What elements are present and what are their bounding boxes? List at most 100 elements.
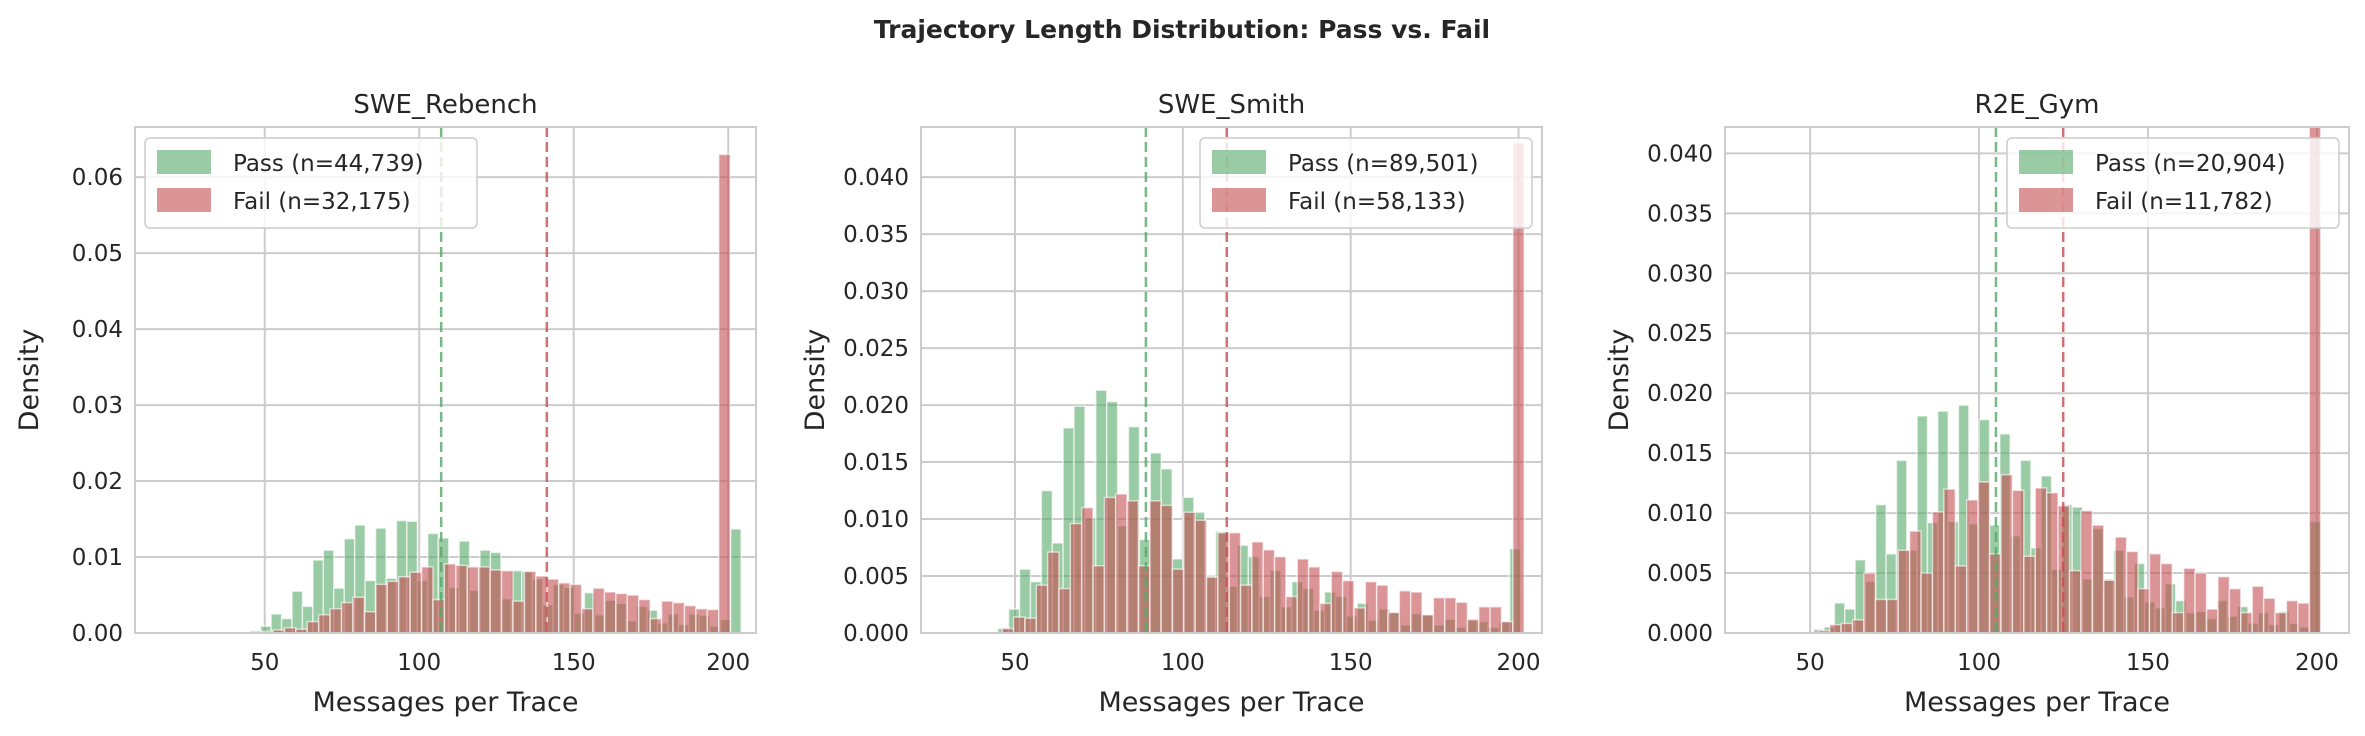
histogram-bar [2137, 587, 2151, 634]
histogram-bar [2194, 572, 2208, 634]
histogram-bar [1160, 504, 1174, 634]
histogram-bar [1069, 522, 1083, 634]
histogram-bar [1251, 541, 1264, 634]
histogram-bar [1183, 511, 1196, 634]
histogram-bar [1364, 580, 1378, 634]
histogram-bar [1194, 519, 1208, 634]
histogram-bar [291, 590, 304, 634]
legend-label: Fail (n=32,175) [233, 189, 411, 215]
histogram-bar [535, 575, 549, 634]
histogram-bar [1137, 565, 1151, 634]
histogram-bar [500, 569, 514, 634]
histogram-bar [1228, 531, 1242, 634]
histogram-bar [1920, 572, 1934, 634]
pass-legend-swatch [2019, 150, 2073, 174]
histogram-bar [477, 566, 491, 634]
x-tick-label: 50 [250, 650, 279, 676]
y-tick-label: 0.01 [72, 545, 123, 571]
histogram-bar [512, 600, 526, 634]
histogram-bar [638, 598, 651, 634]
histogram-bar [1296, 558, 1310, 634]
histogram-bar [1478, 606, 1491, 634]
histogram-bar [580, 607, 594, 634]
histogram-bar [706, 608, 720, 634]
y-tick-label: 0.000 [1647, 621, 1713, 647]
histogram-bar [2045, 491, 2059, 634]
histogram-bar [672, 601, 686, 634]
histogram-bar [329, 607, 343, 634]
histogram-bar [718, 153, 731, 634]
axes-frame [920, 126, 1543, 634]
y-tick-label: 0.020 [1647, 381, 1713, 407]
y-tick-label: 0.035 [1647, 201, 1713, 227]
histogram-bar [306, 620, 320, 634]
pass-legend-swatch [157, 150, 211, 174]
histogram-bar [420, 566, 434, 634]
histogram-bar [1058, 587, 1072, 634]
subplot-0: 50 100 150 200 0.00 0.01 0.02 0.03 0.04 0.05 0.06 S… [14, 90, 757, 718]
subplot-title: SWE_Rebench [353, 90, 537, 120]
histogram-bar [2080, 509, 2094, 634]
histogram-bar [1851, 619, 1865, 634]
legend-label: Fail (n=11,782) [2095, 189, 2273, 215]
histogram-bar [1012, 616, 1026, 634]
fail-legend-swatch [157, 188, 211, 212]
histogram-bar [1024, 617, 1038, 634]
histogram-bar [1205, 576, 1219, 634]
y-tick-label: 0.00 [72, 621, 123, 647]
subplot-1: 50 100 150 200 0.000 0.005 0.010 0.015 0.020 0.02… [800, 90, 1543, 718]
legend: Pass (n=20,904) Fail (n=11,782) [2006, 137, 2340, 229]
histogram-bar [1908, 530, 1922, 634]
y-tick-label: 0.040 [1647, 141, 1713, 167]
y-tick-label: 0.015 [843, 450, 909, 476]
legend-box [144, 137, 478, 229]
fail-legend-swatch [2019, 188, 2073, 212]
histogram-bar [489, 569, 503, 634]
histogram-bar [2217, 575, 2231, 634]
subplot-title: SWE_Smith [1158, 90, 1305, 120]
legend-label: Pass (n=20,904) [2095, 151, 2285, 177]
histogram-bar [1863, 572, 1877, 634]
histogram-bar [592, 587, 606, 634]
histogram-bar [2285, 599, 2299, 634]
histogram-bar [2297, 602, 2311, 634]
x-tick-label: 200 [2295, 650, 2339, 676]
pass-legend-swatch [1212, 150, 1266, 174]
histogram-bar [317, 614, 331, 634]
histogram-bar [1874, 598, 1888, 634]
x-tick-label: 150 [2126, 650, 2170, 676]
histogram-bar [1840, 622, 1854, 634]
histogram-bar [1444, 596, 1457, 634]
fail-legend-swatch [1212, 188, 1266, 212]
histogram-bar [2274, 611, 2288, 634]
histogram-bar [569, 583, 583, 634]
y-tick-label: 0.02 [72, 469, 123, 495]
x-axis-label: Messages per Trace [312, 687, 578, 718]
axes-frame [134, 126, 757, 634]
histogram-bar [2251, 585, 2265, 634]
histogram-bar [1387, 611, 1401, 634]
x-tick-label: 100 [1161, 650, 1205, 676]
histogram-bar [626, 594, 640, 634]
histogram-bar [729, 528, 742, 634]
histogram-bar [2240, 611, 2253, 634]
histogram-bar [2171, 611, 2185, 634]
histogram-bar [2103, 579, 2116, 634]
y-tick-label: 0.030 [1647, 261, 1713, 287]
histogram-bar [2262, 597, 2276, 634]
histogram-bar [1103, 496, 1117, 634]
histogram-bar [2068, 569, 2082, 634]
histogram-bar [2205, 608, 2219, 634]
histogram-bar [1262, 549, 1276, 634]
histogram-bar [1285, 595, 1299, 634]
x-tick-label: 200 [706, 650, 750, 676]
y-tick-label: 0.005 [843, 564, 909, 590]
x-tick-label: 200 [1497, 650, 1541, 676]
histogram-bar [1375, 584, 1389, 634]
histogram-bar [2000, 473, 2014, 634]
histogram-bar [443, 563, 457, 634]
histogram-bar [1114, 493, 1128, 634]
x-tick-label: 50 [1000, 650, 1029, 676]
histogram-bar [1489, 606, 1503, 634]
